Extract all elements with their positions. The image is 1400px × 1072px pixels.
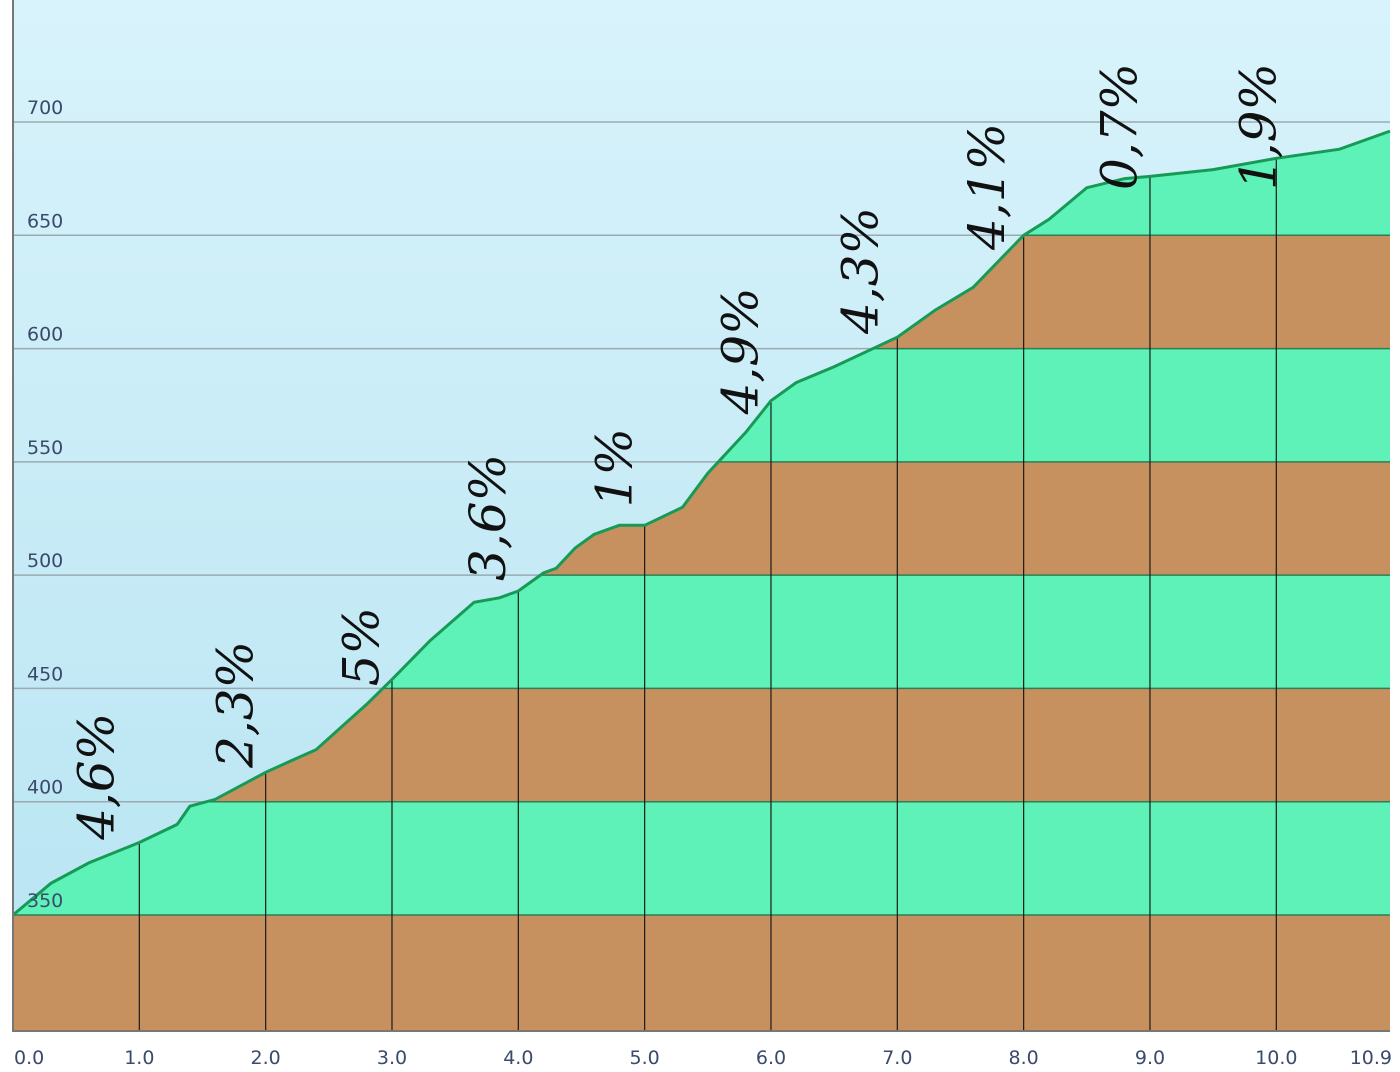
x-tick-label-9.0: 9.0 — [1135, 1047, 1165, 1069]
x-tick-label-3.0: 3.0 — [377, 1047, 407, 1069]
grade-label-8: 4,1% — [958, 123, 1016, 251]
y-tick-label-550: 550 — [27, 437, 63, 459]
grade-label-6: 4,9% — [712, 287, 770, 415]
grade-label-7: 4,3% — [832, 207, 890, 335]
grade-label-5: 1% — [585, 428, 643, 507]
grade-labels: 4,6% 2,3% 5% 3,6% 1% 4,9% 4,3% 4,1% 0,7% 1,9% — [67, 63, 1287, 841]
grade-label-3: 5% — [333, 607, 391, 686]
x-tick-label-4.0: 4.0 — [503, 1047, 533, 1069]
x-tick-label-5.0: 5.0 — [630, 1047, 660, 1069]
x-tick-label-0.0: 0.0 — [14, 1047, 44, 1069]
x-tick-label-10.0: 10.0 — [1255, 1047, 1297, 1069]
grade-label-4: 3,6% — [459, 454, 517, 581]
y-tick-label-700: 700 — [27, 97, 63, 119]
elevation-profile-line — [12, 129, 1391, 917]
y-tick-label-650: 650 — [27, 210, 63, 232]
y-tick-label-500: 500 — [27, 550, 63, 572]
y-tick-label-350: 350 — [27, 890, 63, 912]
km-line-layer — [138, 158, 1277, 1030]
x-tick-label-7.0: 7.0 — [882, 1047, 912, 1069]
grade-label-2: 2,3% — [206, 641, 264, 769]
grade-label-1: 4,6% — [67, 713, 125, 841]
x-tick-label-2.0: 2.0 — [251, 1047, 281, 1069]
y-tick-label-450: 450 — [27, 663, 63, 685]
x-tick-label-8.0: 8.0 — [1009, 1047, 1039, 1069]
y-tick-labels: 350 400 450 500 550 600 650 700 — [27, 97, 63, 912]
grade-label-10: 1,9% — [1230, 63, 1288, 190]
terrain-band-300-350 — [13, 915, 1390, 1030]
x-tick-labels: 0.0 1.0 2.0 3.0 4.0 5.0 6.0 7.0 8.0 9.0 10.0 10.9 — [14, 1047, 1392, 1069]
x-tick-label-1.0: 1.0 — [124, 1047, 154, 1069]
x-tick-label-6.0: 6.0 — [756, 1047, 786, 1069]
terrain-band-350-400 — [13, 801, 1390, 915]
x-tick-label-10.9: 10.9 — [1350, 1047, 1392, 1069]
y-tick-label-600: 600 — [27, 324, 63, 346]
y-tick-label-400: 400 — [27, 777, 63, 799]
grade-label-9: 0,7% — [1091, 63, 1149, 190]
